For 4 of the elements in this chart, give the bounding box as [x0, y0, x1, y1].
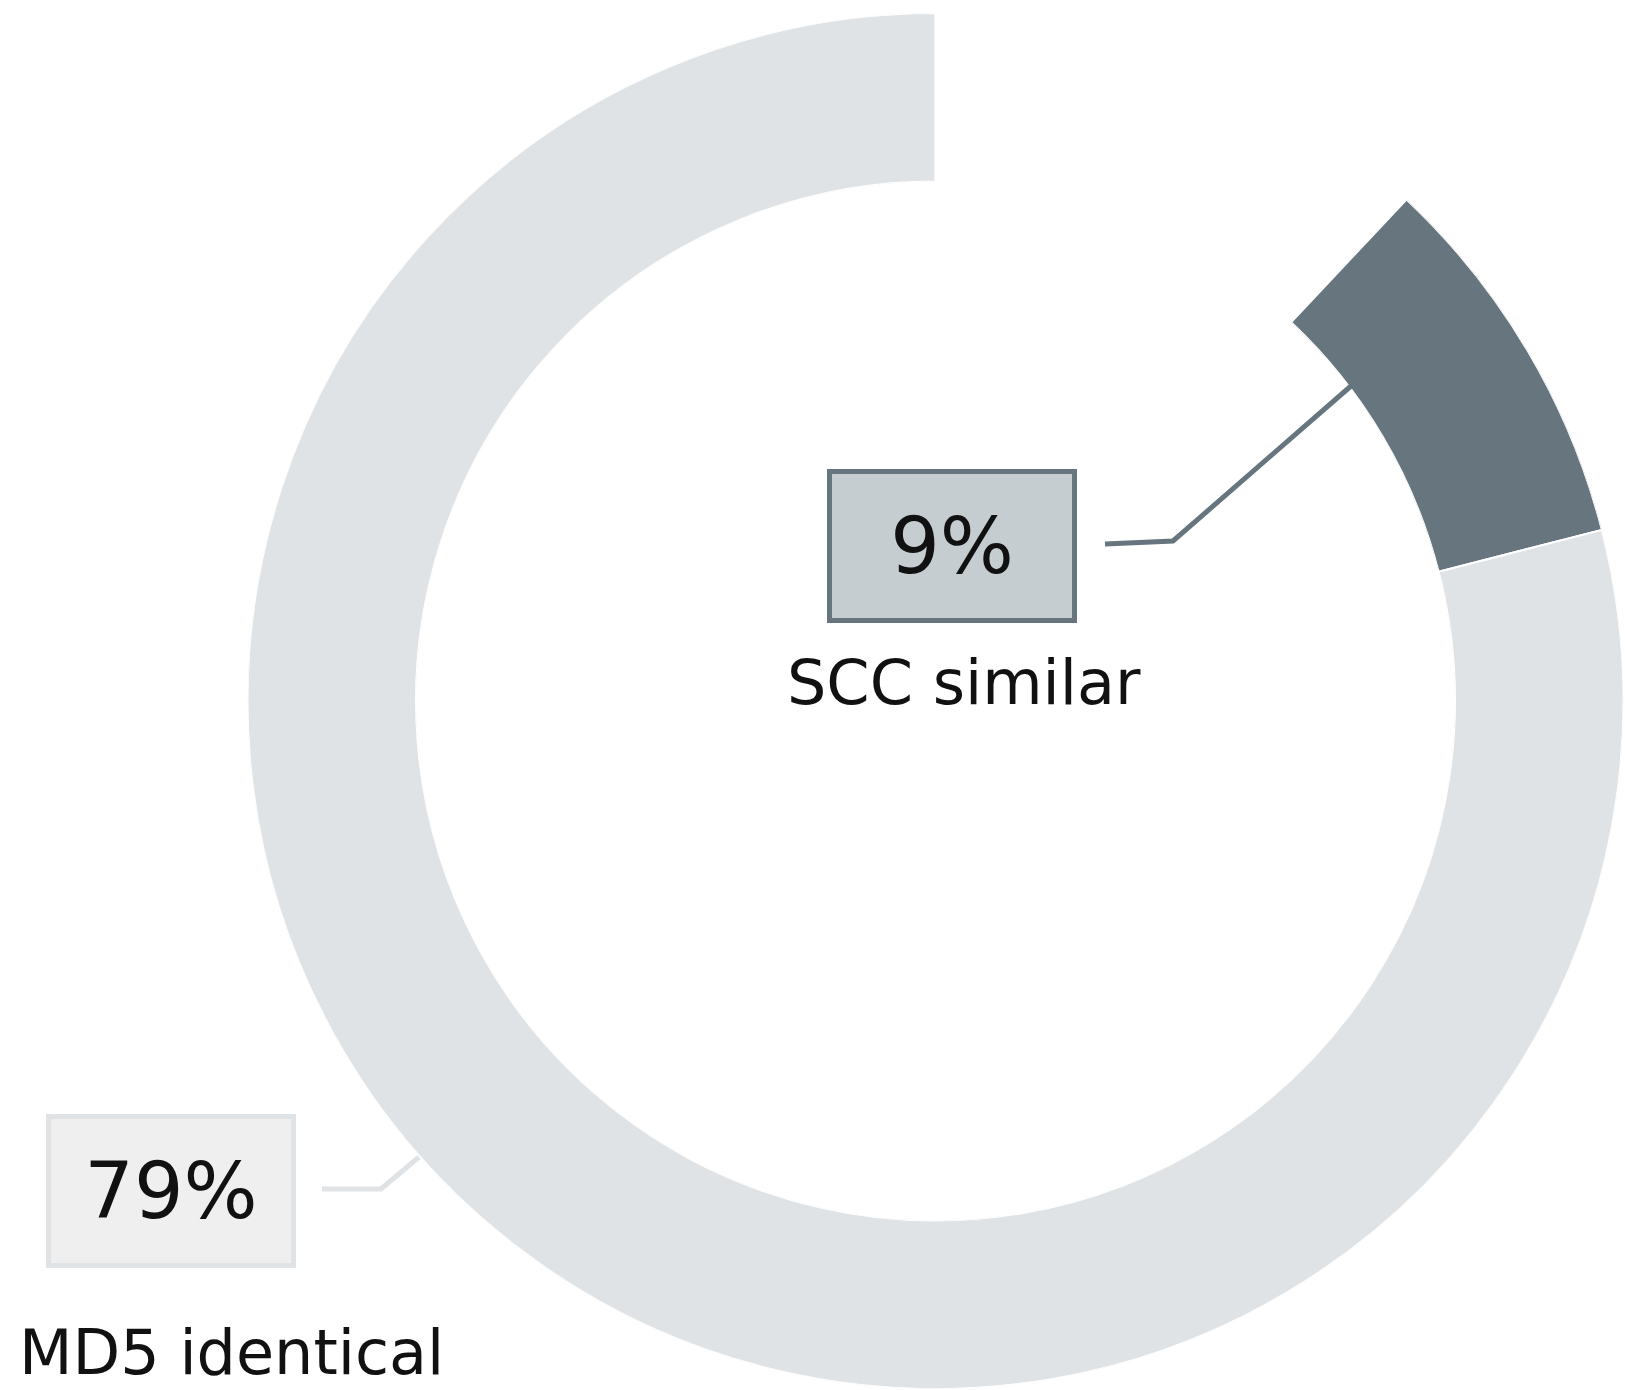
- slice-label: MD5 identical: [19, 1316, 445, 1389]
- data-label: 9%: [890, 501, 1014, 591]
- slice-label: SCC similar: [787, 646, 1142, 719]
- data-label: 79%: [84, 1146, 258, 1236]
